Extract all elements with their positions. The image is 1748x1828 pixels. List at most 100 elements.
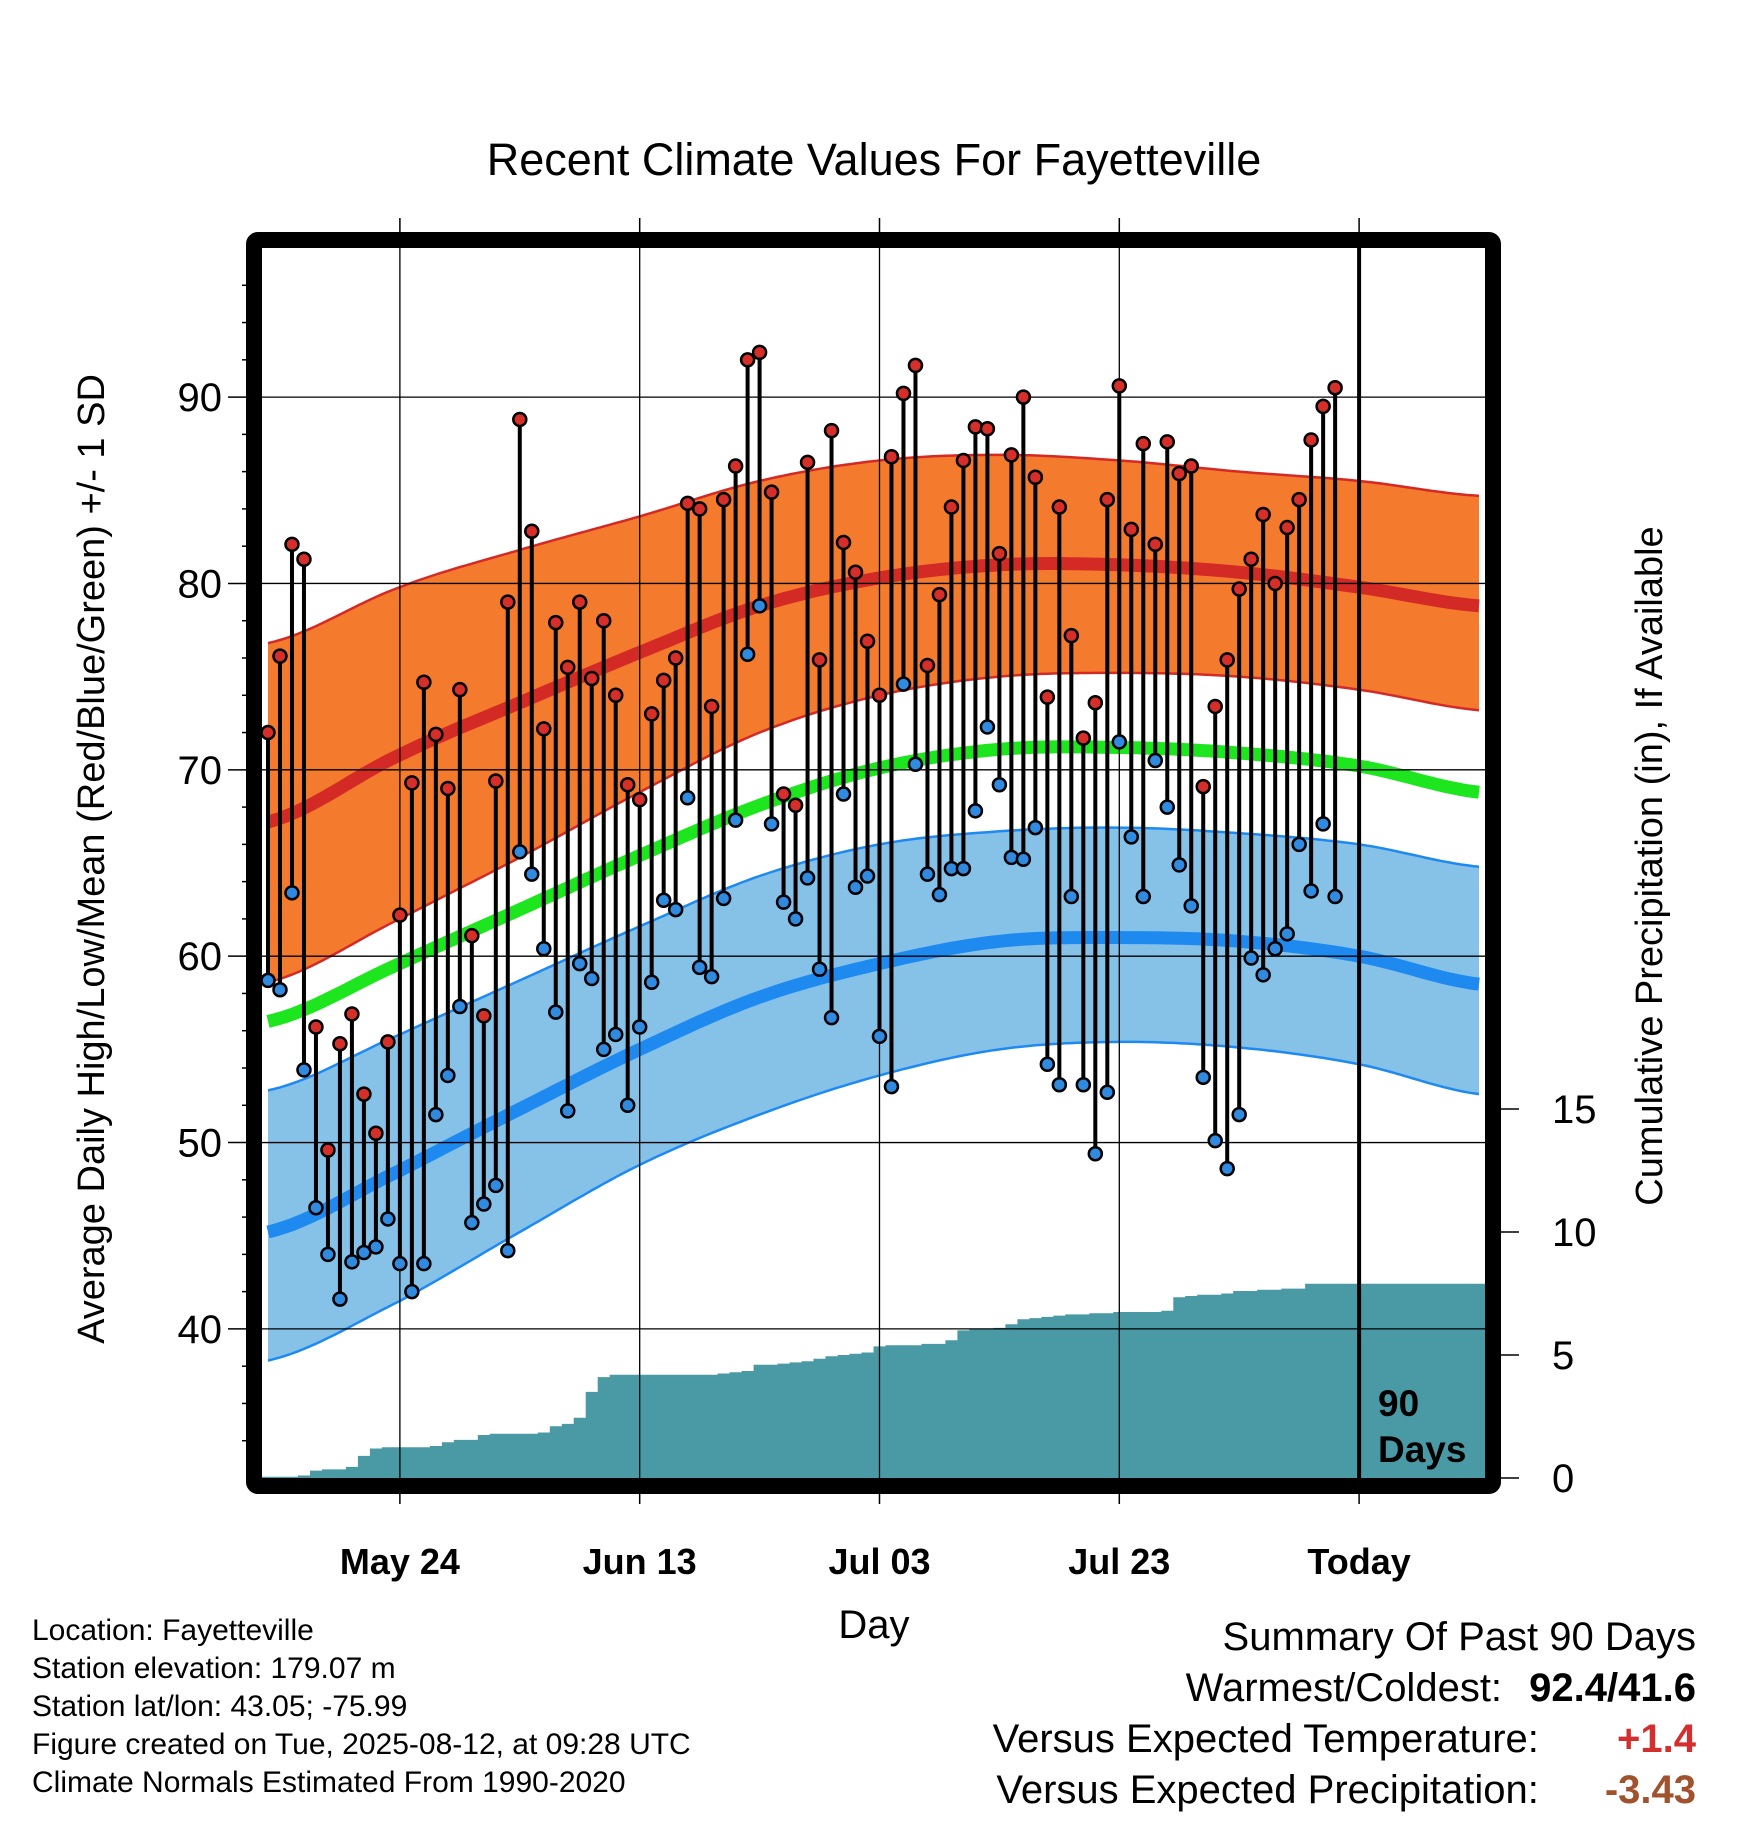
- daily-low-point: [272, 981, 288, 998]
- daily-high-point: [452, 681, 468, 698]
- daily-high-point: [428, 726, 444, 743]
- temp-anomaly-label: Versus Expected Temperature:: [992, 1717, 1539, 1761]
- daily-high-point: [679, 495, 696, 512]
- daily-high-point: [1051, 499, 1068, 515]
- y-tick-label-left: 40: [178, 1308, 223, 1352]
- high-band-upper-edge: [267, 453, 1480, 645]
- daily-low-point: [320, 1246, 336, 1263]
- daily-high-point: [583, 670, 600, 687]
- daily-high-point: [560, 659, 576, 676]
- daily-high-point: [727, 458, 744, 474]
- daily-high-point: [440, 780, 456, 797]
- daily-high-point: [1087, 694, 1104, 711]
- daily-low-point: [1087, 1145, 1104, 1162]
- daily-high-point: [979, 421, 996, 437]
- daily-low-point: [476, 1196, 492, 1212]
- daily-high-point: [1159, 434, 1176, 450]
- daily-high-point: [871, 687, 888, 704]
- daily-high-point: [1291, 491, 1307, 508]
- daily-low-point: [979, 719, 996, 735]
- daily-high-point: [1267, 575, 1283, 592]
- daily-low-point: [368, 1239, 384, 1255]
- daily-high-point: [368, 1125, 384, 1141]
- daily-high-point: [667, 650, 684, 666]
- daily-low-point: [1135, 888, 1152, 905]
- daily-high-point: [512, 411, 528, 428]
- y-tick-label-left: 70: [178, 749, 223, 793]
- daily-high-point: [739, 352, 756, 368]
- daily-low-point: [512, 844, 528, 860]
- y-tick-label-left: 80: [178, 562, 223, 606]
- daily-high-point: [1243, 551, 1259, 567]
- daily-low-point: [727, 812, 744, 828]
- daily-high-point: [536, 721, 552, 737]
- y-tick-label-right: 15: [1552, 1088, 1597, 1132]
- daily-low-point: [583, 970, 600, 987]
- daily-low-point: [1027, 819, 1044, 836]
- daily-high-point: [1183, 458, 1199, 474]
- daily-high-point: [548, 614, 564, 631]
- daily-low-point: [404, 1283, 420, 1300]
- daily-high-point: [272, 648, 288, 664]
- daily-low-point: [619, 1097, 636, 1114]
- daily-low-point: [919, 866, 936, 882]
- daily-high-point: [1279, 519, 1295, 536]
- daily-high-point: [595, 612, 612, 629]
- y-tick-label-left: 50: [178, 1122, 223, 1166]
- daily-high-point: [571, 594, 588, 610]
- temp-anomaly-value: +1.4: [1617, 1717, 1696, 1761]
- daily-high-point: [895, 385, 912, 402]
- daily-low-point: [811, 961, 828, 977]
- daily-low-point: [679, 790, 696, 806]
- station-info: Location: Fayetteville Station elevation…: [32, 1612, 691, 1802]
- precip-anomaly-row: Versus Expected Precipitation: -3.43: [993, 1765, 1696, 1816]
- daily-low-point: [799, 870, 816, 886]
- temp-anomaly-row: Versus Expected Temperature: +1.4: [993, 1714, 1696, 1765]
- x-tick-label: May 24: [340, 1541, 460, 1582]
- daily-high-point: [1171, 465, 1187, 482]
- daily-low-point: [1051, 1077, 1068, 1093]
- daily-low-point: [1255, 967, 1271, 983]
- daily-low-point: [524, 866, 540, 882]
- daily-high-point: [955, 452, 972, 469]
- daily-high-point: [1111, 378, 1128, 394]
- daily-low-point: [1195, 1069, 1211, 1086]
- daily-high-point: [404, 775, 420, 791]
- daily-low-point: [1111, 734, 1128, 750]
- daily-low-point: [1171, 857, 1187, 873]
- y-tick-label-left: 90: [178, 376, 223, 420]
- daily-high-point: [500, 594, 516, 610]
- daily-low-point: [560, 1103, 576, 1119]
- daily-low-point: [1099, 1084, 1116, 1100]
- daily-low-point: [548, 1004, 564, 1020]
- summary-panel: Summary Of Past 90 Days Warmest/Coldest:…: [993, 1612, 1696, 1816]
- y-tick-label-right: 5: [1552, 1334, 1574, 1378]
- daily-low-point: [1075, 1077, 1092, 1093]
- daily-low-point: [380, 1211, 396, 1227]
- daily-high-point: [835, 534, 852, 551]
- daily-low-point: [1123, 829, 1140, 845]
- daily-low-point: [296, 1062, 312, 1078]
- daily-high-point: [907, 357, 924, 374]
- daily-high-point: [380, 1034, 396, 1050]
- daily-high-point: [703, 698, 720, 715]
- daily-high-point: [1003, 447, 1020, 463]
- y-tick-label-right: 0: [1552, 1457, 1574, 1501]
- daily-high-point: [691, 501, 708, 517]
- cumulative-precip-area: [262, 1283, 1485, 1478]
- daily-low-point: [1243, 950, 1259, 966]
- daily-high-point: [763, 484, 780, 500]
- daily-low-point: [823, 1009, 840, 1026]
- daily-low-point: [1063, 888, 1080, 905]
- daily-low-point: [691, 959, 708, 976]
- daily-low-point: [464, 1214, 480, 1231]
- daily-low-point: [955, 860, 972, 877]
- daily-high-point: [464, 927, 480, 944]
- daily-low-point: [452, 998, 468, 1015]
- daily-high-point: [775, 786, 792, 802]
- daily-low-point: [667, 901, 684, 918]
- today-label-line2: Days: [1378, 1429, 1466, 1470]
- daily-low-point: [871, 1028, 888, 1045]
- daily-high-point: [883, 448, 900, 465]
- daily-low-point: [703, 968, 720, 985]
